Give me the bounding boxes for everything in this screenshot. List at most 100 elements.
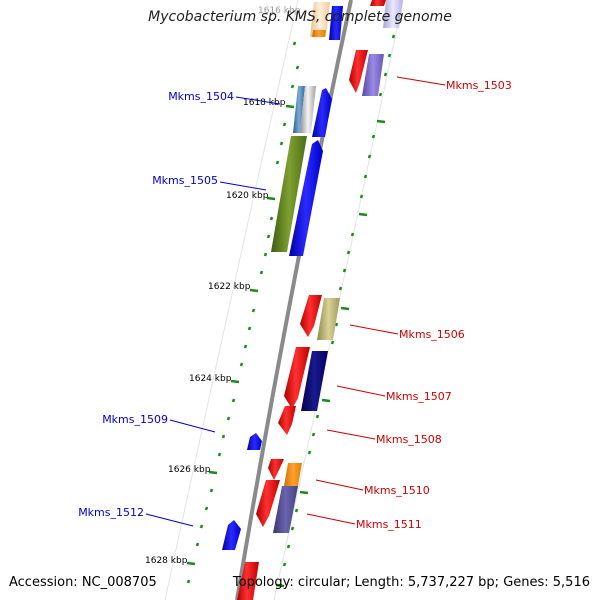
tick bbox=[359, 194, 364, 199]
tick bbox=[282, 562, 287, 567]
tick bbox=[199, 524, 204, 529]
gene-feature-mkms-1505-green[interactable] bbox=[271, 136, 307, 252]
gene-feature-mkms-1506-khaki[interactable] bbox=[317, 298, 340, 340]
scale-label-1616: 1616 kbp bbox=[258, 6, 301, 16]
gene-feature-mkms-1507-navy[interactable] bbox=[301, 351, 328, 411]
tick bbox=[263, 252, 268, 257]
gene-feature-lavender-top[interactable] bbox=[383, 0, 403, 28]
tick bbox=[282, 122, 287, 127]
gene-feature-pale-top[interactable] bbox=[310, 2, 330, 37]
gene-feature-mkms-1512-blue[interactable] bbox=[222, 520, 241, 550]
gene-feature-mkms-1505-blue[interactable] bbox=[289, 140, 323, 256]
genome-summary: Topology: circular; Length: 5,737,227 bp… bbox=[233, 575, 590, 590]
gene-label-mkms-1503[interactable]: Mkms_1503 bbox=[446, 79, 512, 92]
length-label: Length: 5,737,227 bp; bbox=[354, 575, 500, 590]
tick bbox=[330, 340, 335, 345]
gene-feature-mkms-1508-red[interactable] bbox=[278, 406, 296, 435]
connector-mkms-1511 bbox=[306, 513, 356, 525]
gene-feature-mkms-1503-purple[interactable] bbox=[362, 54, 384, 96]
gene-label-mkms-1506[interactable]: Mkms_1506 bbox=[399, 328, 465, 341]
tick bbox=[204, 506, 209, 511]
gene-feature-mkms-1504-blue[interactable] bbox=[312, 88, 332, 137]
tick bbox=[315, 414, 320, 419]
tick bbox=[367, 154, 372, 159]
gene-feature-mkms-1510-orange[interactable] bbox=[284, 463, 302, 486]
tick bbox=[221, 434, 226, 439]
connector-mkms-1512 bbox=[145, 513, 194, 527]
tick bbox=[346, 250, 351, 255]
tick bbox=[350, 232, 355, 237]
tick bbox=[358, 212, 368, 217]
gene-feature-mkms-1504-silver[interactable] bbox=[300, 86, 316, 133]
tick bbox=[286, 544, 291, 549]
tick bbox=[230, 379, 240, 384]
tick bbox=[226, 416, 231, 421]
tick bbox=[378, 92, 383, 97]
tick bbox=[290, 526, 295, 531]
connector-mkms-1503 bbox=[396, 76, 446, 86]
tick bbox=[249, 288, 259, 293]
tick bbox=[307, 450, 312, 455]
gene-feature-mkms-1510-red[interactable] bbox=[268, 459, 284, 480]
gene-feature-mkms-1511-slate[interactable] bbox=[273, 486, 298, 533]
tick bbox=[387, 53, 392, 58]
connector-mkms-1505 bbox=[219, 181, 267, 191]
accession-label: Accession: NC_008705 bbox=[9, 575, 157, 590]
gene-label-mkms-1507[interactable]: Mkms_1507 bbox=[386, 390, 452, 403]
tick bbox=[279, 141, 284, 146]
gene-feature-mkms-1504-steel[interactable] bbox=[293, 86, 305, 133]
tick bbox=[294, 508, 299, 513]
tick bbox=[243, 344, 248, 349]
gene-feature-mkms-1509-blue[interactable] bbox=[247, 433, 262, 450]
gene-feature-blue-top[interactable] bbox=[329, 6, 343, 40]
tick bbox=[208, 470, 218, 475]
connector-mkms-1504 bbox=[235, 96, 281, 105]
gene-feature-orange-top[interactable] bbox=[312, 30, 326, 37]
tick bbox=[269, 216, 274, 221]
tick bbox=[251, 308, 256, 313]
tick bbox=[247, 326, 252, 331]
tick bbox=[186, 579, 191, 584]
connector-mkms-1510 bbox=[315, 479, 364, 491]
tick bbox=[340, 306, 350, 311]
connector-mkms-1506 bbox=[349, 324, 399, 335]
tick bbox=[342, 268, 347, 273]
label-connectors bbox=[145, 76, 446, 527]
gene-feature-red-bottom[interactable] bbox=[237, 562, 259, 600]
tick bbox=[285, 104, 295, 109]
tick bbox=[338, 286, 343, 291]
tick bbox=[239, 362, 244, 367]
gene-label-mkms-1505[interactable]: Mkms_1505 bbox=[152, 174, 218, 187]
gene-label-mkms-1512[interactable]: Mkms_1512 bbox=[78, 506, 144, 519]
tick bbox=[391, 34, 396, 39]
tick bbox=[266, 234, 271, 239]
gene-label-mkms-1504[interactable]: Mkms_1504 bbox=[168, 90, 234, 103]
gene-feature-mkms-1511-red[interactable] bbox=[256, 480, 280, 527]
gene-feature-mkms-1506-red[interactable] bbox=[300, 295, 322, 337]
gene-feature-red-top[interactable] bbox=[370, 0, 386, 6]
connector-mkms-1509 bbox=[169, 419, 216, 433]
gene-feature-mkms-1503-red[interactable] bbox=[349, 50, 368, 93]
forward-strand-genes bbox=[237, 0, 403, 600]
gene-label-mkms-1511[interactable]: Mkms_1511 bbox=[356, 518, 422, 531]
tick bbox=[295, 65, 300, 70]
tick bbox=[195, 542, 200, 547]
tick bbox=[371, 134, 376, 139]
gene-label-mkms-1508[interactable]: Mkms_1508 bbox=[376, 433, 442, 446]
tick bbox=[186, 561, 196, 566]
gene-feature-mkms-1507-red[interactable] bbox=[284, 347, 310, 409]
gene-label-mkms-1509[interactable]: Mkms_1509 bbox=[102, 413, 168, 426]
reverse-strand-genes bbox=[222, 2, 343, 550]
tick bbox=[363, 174, 368, 179]
scale-label-1624: 1624 kbp bbox=[189, 374, 232, 384]
scale-ticks-left bbox=[186, 41, 300, 584]
tick bbox=[259, 270, 264, 275]
gene-label-mkms-1510[interactable]: Mkms_1510 bbox=[364, 484, 430, 497]
tick bbox=[292, 41, 297, 46]
map-title: Mycobacterium sp. KMS, complete genome bbox=[148, 9, 452, 25]
tick bbox=[299, 490, 309, 495]
inner-strand-track bbox=[164, 0, 299, 600]
tick bbox=[383, 72, 388, 77]
tick bbox=[376, 119, 386, 124]
